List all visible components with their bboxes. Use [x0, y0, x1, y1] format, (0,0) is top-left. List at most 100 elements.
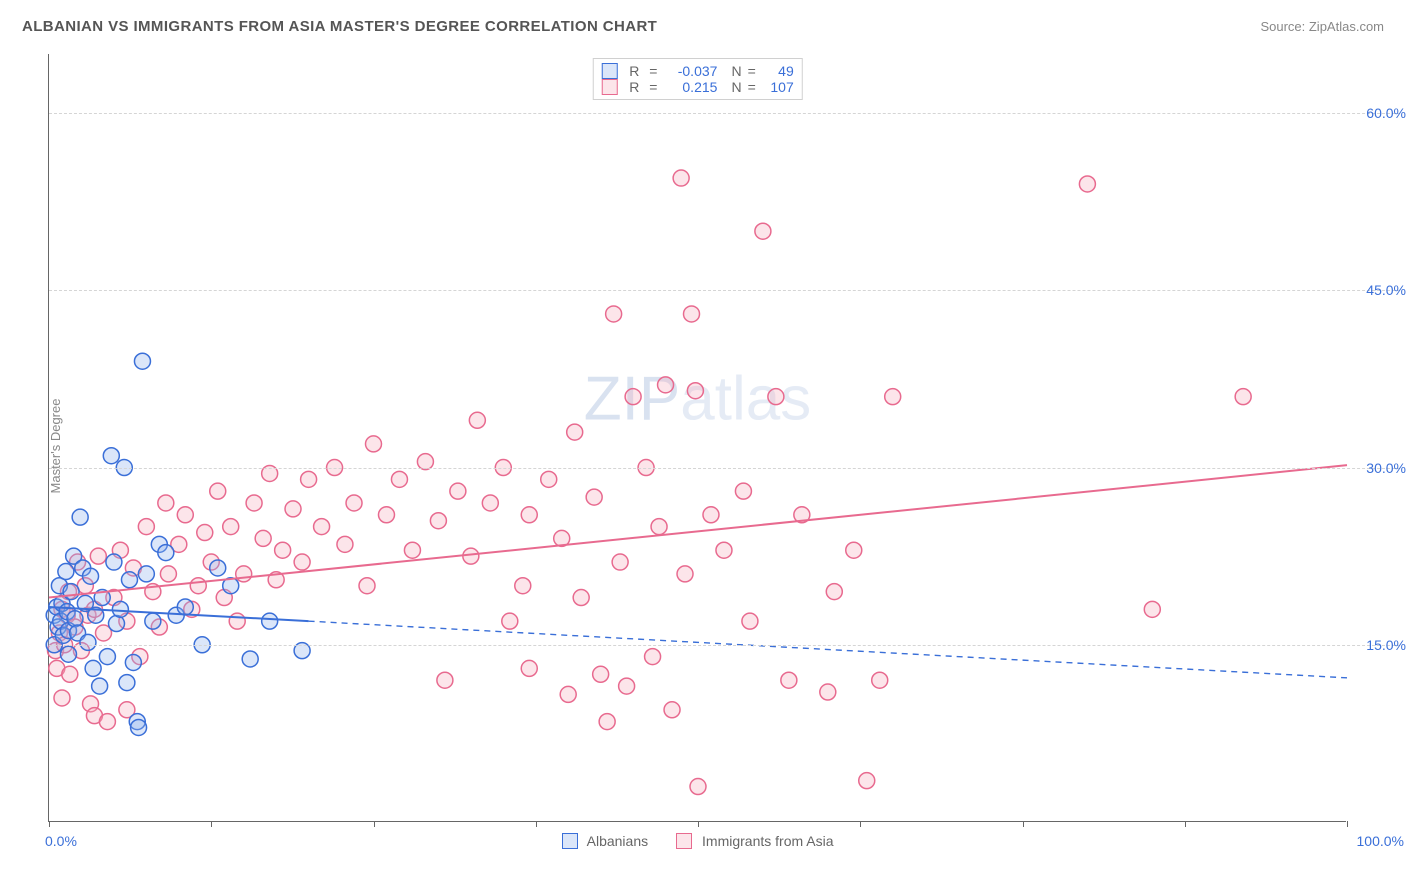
x-tick	[860, 821, 861, 827]
scatter-point-immigrants_asia	[612, 554, 628, 570]
scatter-point-immigrants_asia	[160, 566, 176, 582]
scatter-point-immigrants_asia	[346, 495, 362, 511]
r-value-albanians: -0.037	[663, 63, 717, 79]
scatter-point-albanians	[106, 554, 122, 570]
scatter-point-immigrants_asia	[138, 519, 154, 535]
plot-area: ZIPatlas R= -0.037 N= 49 R= 0.215 N= 107…	[48, 54, 1346, 822]
swatch-icon	[676, 833, 692, 849]
scatter-point-immigrants_asia	[593, 666, 609, 682]
scatter-point-immigrants_asia	[285, 501, 301, 517]
scatter-point-albanians	[112, 601, 128, 617]
scatter-point-albanians	[125, 654, 141, 670]
scatter-point-albanians	[119, 675, 135, 691]
scatter-point-immigrants_asia	[658, 377, 674, 393]
scatter-point-immigrants_asia	[236, 566, 252, 582]
scatter-point-immigrants_asia	[450, 483, 466, 499]
y-tick-label: 60.0%	[1352, 105, 1406, 121]
scatter-point-albanians	[134, 353, 150, 369]
y-tick-label: 45.0%	[1352, 282, 1406, 298]
scatter-point-immigrants_asia	[275, 542, 291, 558]
scatter-point-immigrants_asia	[314, 519, 330, 535]
scatter-point-immigrants_asia	[430, 513, 446, 529]
scatter-point-immigrants_asia	[515, 578, 531, 594]
scatter-point-immigrants_asia	[255, 530, 271, 546]
scatter-point-immigrants_asia	[619, 678, 635, 694]
scatter-point-immigrants_asia	[463, 548, 479, 564]
scatter-point-immigrants_asia	[366, 436, 382, 452]
scatter-point-immigrants_asia	[677, 566, 693, 582]
scatter-point-albanians	[72, 509, 88, 525]
chart-title: ALBANIAN VS IMMIGRANTS FROM ASIA MASTER'…	[22, 18, 657, 35]
scatter-point-immigrants_asia	[437, 672, 453, 688]
chart-svg	[49, 54, 1346, 821]
scatter-point-immigrants_asia	[99, 714, 115, 730]
scatter-point-immigrants_asia	[716, 542, 732, 558]
scatter-point-albanians	[67, 611, 83, 627]
x-axis-min-label: 0.0%	[45, 833, 77, 849]
scatter-point-immigrants_asia	[404, 542, 420, 558]
scatter-point-albanians	[85, 660, 101, 676]
n-value-albanians: 49	[762, 63, 794, 79]
scatter-point-immigrants_asia	[846, 542, 862, 558]
y-tick-label: 30.0%	[1352, 460, 1406, 476]
swatch-albanians	[601, 63, 617, 79]
scatter-point-immigrants_asia	[1079, 176, 1095, 192]
scatter-point-albanians	[58, 564, 74, 580]
scatter-point-albanians	[262, 613, 278, 629]
x-tick	[374, 821, 375, 827]
scatter-point-albanians	[92, 678, 108, 694]
scatter-point-immigrants_asia	[567, 424, 583, 440]
scatter-point-immigrants_asia	[664, 702, 680, 718]
scatter-point-albanians	[63, 584, 79, 600]
scatter-point-immigrants_asia	[54, 690, 70, 706]
scatter-point-albanians	[121, 572, 137, 588]
y-tick-label: 15.0%	[1352, 637, 1406, 653]
scatter-point-immigrants_asia	[337, 536, 353, 552]
scatter-point-immigrants_asia	[90, 548, 106, 564]
scatter-point-immigrants_asia	[378, 507, 394, 523]
scatter-point-albanians	[158, 545, 174, 561]
scatter-point-immigrants_asia	[210, 483, 226, 499]
scatter-point-immigrants_asia	[560, 686, 576, 702]
n-value-asia: 107	[762, 79, 794, 95]
scatter-point-albanians	[242, 651, 258, 667]
scatter-point-albanians	[60, 646, 76, 662]
scatter-point-immigrants_asia	[645, 649, 661, 665]
scatter-point-immigrants_asia	[781, 672, 797, 688]
series-legend: Albanians Immigrants from Asia	[562, 833, 834, 849]
scatter-point-immigrants_asia	[703, 507, 719, 523]
swatch-icon	[562, 833, 578, 849]
scatter-point-immigrants_asia	[541, 471, 557, 487]
scatter-point-immigrants_asia	[158, 495, 174, 511]
x-tick	[1347, 821, 1348, 827]
chart-source: Source: ZipAtlas.com	[1260, 19, 1384, 34]
scatter-point-immigrants_asia	[62, 666, 78, 682]
scatter-point-immigrants_asia	[768, 389, 784, 405]
scatter-point-immigrants_asia	[197, 525, 213, 541]
trendline-albanians-dashed	[309, 621, 1347, 678]
scatter-point-immigrants_asia	[482, 495, 498, 511]
scatter-point-immigrants_asia	[391, 471, 407, 487]
scatter-point-immigrants_asia	[1144, 601, 1160, 617]
scatter-point-immigrants_asia	[826, 584, 842, 600]
scatter-point-immigrants_asia	[687, 383, 703, 399]
scatter-point-albanians	[138, 566, 154, 582]
scatter-point-immigrants_asia	[599, 714, 615, 730]
scatter-point-immigrants_asia	[586, 489, 602, 505]
legend-item-asia: Immigrants from Asia	[676, 833, 833, 849]
scatter-point-immigrants_asia	[859, 773, 875, 789]
scatter-point-albanians	[177, 599, 193, 615]
scatter-point-albanians	[103, 448, 119, 464]
scatter-point-immigrants_asia	[651, 519, 667, 535]
x-tick	[49, 821, 50, 827]
scatter-point-immigrants_asia	[885, 389, 901, 405]
scatter-point-albanians	[210, 560, 226, 576]
scatter-point-immigrants_asia	[735, 483, 751, 499]
r-value-asia: 0.215	[663, 79, 717, 95]
scatter-point-albanians	[145, 613, 161, 629]
scatter-point-immigrants_asia	[521, 507, 537, 523]
scatter-point-immigrants_asia	[684, 306, 700, 322]
scatter-point-immigrants_asia	[229, 613, 245, 629]
scatter-point-immigrants_asia	[872, 672, 888, 688]
scatter-point-immigrants_asia	[223, 519, 239, 535]
